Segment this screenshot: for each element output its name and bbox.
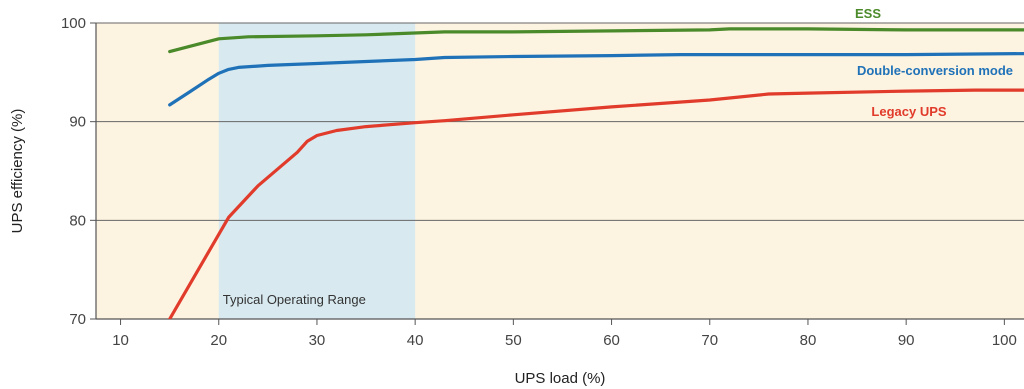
- series-line-legacy-ups: [168, 88, 1024, 319]
- x-axis-title: UPS load (%): [515, 370, 606, 387]
- x-axis-ticks: 10 20 30 40 50 60 70 80 90 100: [112, 319, 1017, 349]
- series-line-ess: [168, 27, 1024, 54]
- x-tick-label-30: 30: [309, 332, 326, 349]
- y-tick-label-100: 100: [61, 15, 86, 32]
- x-tick-label-60: 60: [603, 332, 620, 349]
- series-label-ess: ESS: [855, 6, 881, 21]
- y-tick-label-70: 70: [69, 311, 86, 328]
- axes: [95, 23, 1024, 320]
- x-tick-label-10: 10: [112, 332, 129, 349]
- series-label-double-conversion-mode: Double-conversion mode: [857, 63, 1013, 78]
- x-tick-label-70: 70: [701, 332, 718, 349]
- series-labels: ESS Double-conversion mode Legacy UPS: [855, 6, 1013, 119]
- series-lines: [168, 27, 1024, 319]
- x-tick-label-90: 90: [898, 332, 915, 349]
- series-line-double-conversion-mode: [168, 51, 1024, 107]
- typical-operating-range-band: [218, 23, 416, 319]
- y-tick-label-80: 80: [69, 212, 86, 229]
- x-tick-label-50: 50: [505, 332, 522, 349]
- gridlines: [96, 22, 1024, 221]
- x-tick-label-40: 40: [407, 332, 424, 349]
- y-axis-ticks: 70 80 90 100: [61, 15, 96, 328]
- band-label: Typical Operating Range: [223, 292, 366, 307]
- x-tick-label-80: 80: [800, 332, 817, 349]
- series-label-legacy-ups: Legacy UPS: [871, 104, 946, 119]
- y-tick-label-90: 90: [69, 114, 86, 131]
- y-axis-title: UPS efficiency (%): [9, 109, 26, 234]
- x-tick-label-20: 20: [210, 332, 227, 349]
- x-tick-label-100: 100: [992, 332, 1017, 349]
